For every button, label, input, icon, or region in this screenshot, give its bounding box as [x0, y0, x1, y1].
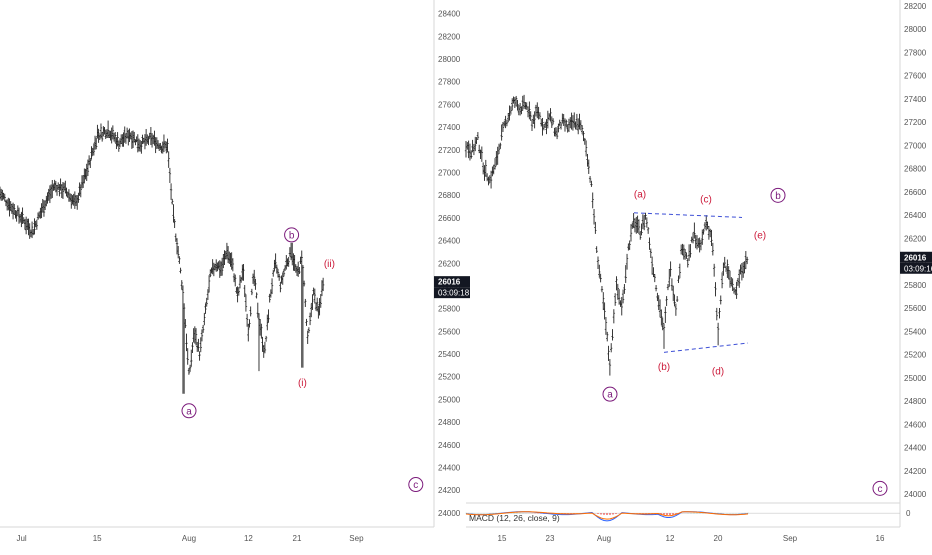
left-wave-label-circled-a: a — [186, 406, 192, 417]
left-countdown-text: 03:09:18 — [438, 289, 470, 298]
right-price-tick-label: 24400 — [904, 444, 927, 453]
right-price-tick-label: 25000 — [904, 374, 927, 383]
right-countdown-badge — [900, 262, 932, 274]
left-time-tick-label: 21 — [293, 534, 302, 543]
right-wave-label-circled-a: a — [607, 390, 613, 401]
left-wave-circle-b — [284, 227, 300, 243]
right-time-tick-label: Aug — [597, 534, 611, 543]
left-price-tick-label: 25000 — [438, 395, 461, 404]
left-price-tick-label: 26400 — [438, 237, 461, 246]
right-time-tick-label: 20 — [714, 534, 723, 543]
left-price-tick-label: 27000 — [438, 168, 461, 177]
right-wave-label-circled-b: b — [775, 191, 781, 202]
left-price-tick-label: 24800 — [438, 418, 461, 427]
left-price-tick-label: 26200 — [438, 259, 461, 268]
right-price-tick-label: 26400 — [904, 211, 927, 220]
right-time-tick-label: 23 — [546, 534, 555, 543]
left-price-tick-label: 28000 — [438, 55, 461, 64]
left-price-tick-label: 24400 — [438, 464, 461, 473]
right-wave-label-a: (a) — [634, 190, 646, 201]
right-price-tick-label: 26600 — [904, 188, 927, 197]
right-wave-label-e: (e) — [754, 230, 766, 241]
right-price-tick-label: 27800 — [904, 48, 927, 57]
left-wave-label-i: (i) — [298, 378, 307, 389]
right-price-tick-label: 25200 — [904, 351, 927, 360]
left-price-tick-label: 24000 — [438, 509, 461, 518]
left-time-tick-label: Aug — [182, 534, 196, 543]
left-wave-label-ii: (ii) — [324, 259, 335, 270]
left-price-tick-label: 25400 — [438, 350, 461, 359]
right-price-tick-label: 24800 — [904, 397, 927, 406]
right-price-tick-label: 27600 — [904, 72, 927, 81]
left-price-tick-label: 25200 — [438, 373, 461, 382]
right-time-tick-label: Sep — [783, 534, 798, 543]
right-wave-label-c: (c) — [700, 194, 712, 205]
right-chart-pane[interactable]: 24000 24200 24400 24600 24800 25000 25200 25400… — [464, 0, 932, 543]
left-price-tick-label: 28400 — [438, 10, 461, 19]
right-price-tick-label: 26800 — [904, 165, 927, 174]
right-wave-circle-a — [602, 386, 618, 402]
right-price-tick-label: 26200 — [904, 234, 927, 243]
left-price-tick-label: 28200 — [438, 32, 461, 41]
right-wave-label-circled-c: c — [878, 484, 883, 495]
left-price-tick-label: 24200 — [438, 486, 461, 495]
left-price-tick-label: 25600 — [438, 327, 461, 336]
right-time-tick-label: 12 — [666, 534, 675, 543]
left-wave-circle-a — [181, 403, 197, 419]
right-last-price-text: 26016 — [904, 253, 927, 262]
left-price-tick-label: 27600 — [438, 100, 461, 109]
left-wave-label-circled-c: c — [413, 480, 418, 491]
right-countdown-text: 03:09:16 — [904, 264, 932, 273]
left-price-tick-label: 27400 — [438, 123, 461, 132]
left-price-tick-label: 27200 — [438, 146, 461, 155]
left-chart-pane[interactable]: 24000 24200 24400 24600 24800 25000 25200 25400… — [0, 0, 470, 543]
right-triangle-line-lower[interactable] — [663, 342, 749, 353]
right-price-tick-label: 28000 — [904, 25, 927, 34]
right-price-tick-label: 27000 — [904, 141, 927, 150]
left-time-tick-label: Jul — [16, 534, 26, 543]
left-time-tick-label: 12 — [244, 534, 253, 543]
macd-zero-tick: 0 — [906, 509, 911, 518]
left-price-tick-label: 26800 — [438, 191, 461, 200]
right-wave-circle-c — [872, 480, 888, 496]
right-price-tick-label: 25600 — [904, 304, 927, 313]
right-price-tick-label: 27200 — [904, 118, 927, 127]
right-price-tick-label: 28200 — [904, 2, 927, 11]
left-price-tick-label: 24600 — [438, 441, 461, 450]
right-wave-label-d: (d) — [712, 366, 724, 377]
right-wave-label-b: (b) — [658, 362, 670, 373]
right-price-tick-label: 27400 — [904, 95, 927, 104]
right-wave-circle-b — [770, 187, 786, 203]
right-price-tick-label: 24200 — [904, 467, 927, 476]
left-price-tick-label: 26600 — [438, 214, 461, 223]
left-last-price-badge — [434, 276, 470, 288]
right-time-tick-label: 16 — [876, 534, 885, 543]
left-price-tick-label: 25800 — [438, 305, 461, 314]
left-countdown-badge — [434, 287, 470, 299]
left-price-tick-label: 27800 — [438, 78, 461, 87]
left-price-bars — [0, 120, 325, 394]
left-wave-label-circled-b: b — [289, 230, 295, 241]
macd-indicator-label[interactable]: MACD (12, 26, close, 9) — [469, 513, 560, 523]
left-time-tick-label: 15 — [93, 534, 102, 543]
left-last-price-text: 26016 — [438, 278, 461, 287]
right-price-bars — [464, 94, 749, 376]
macd-signal-line — [465, 511, 749, 520]
right-price-tick-label: 25400 — [904, 327, 927, 336]
right-time-tick-label: 15 — [498, 534, 507, 543]
left-wave-circle-c — [408, 477, 424, 493]
left-time-tick-label: Sep — [349, 534, 364, 543]
right-price-tick-label: 24000 — [904, 490, 927, 499]
right-price-tick-label: 24600 — [904, 420, 927, 429]
right-price-tick-label: 25800 — [904, 281, 927, 290]
right-triangle-line-upper[interactable] — [633, 212, 743, 218]
right-last-price-badge — [900, 251, 932, 263]
